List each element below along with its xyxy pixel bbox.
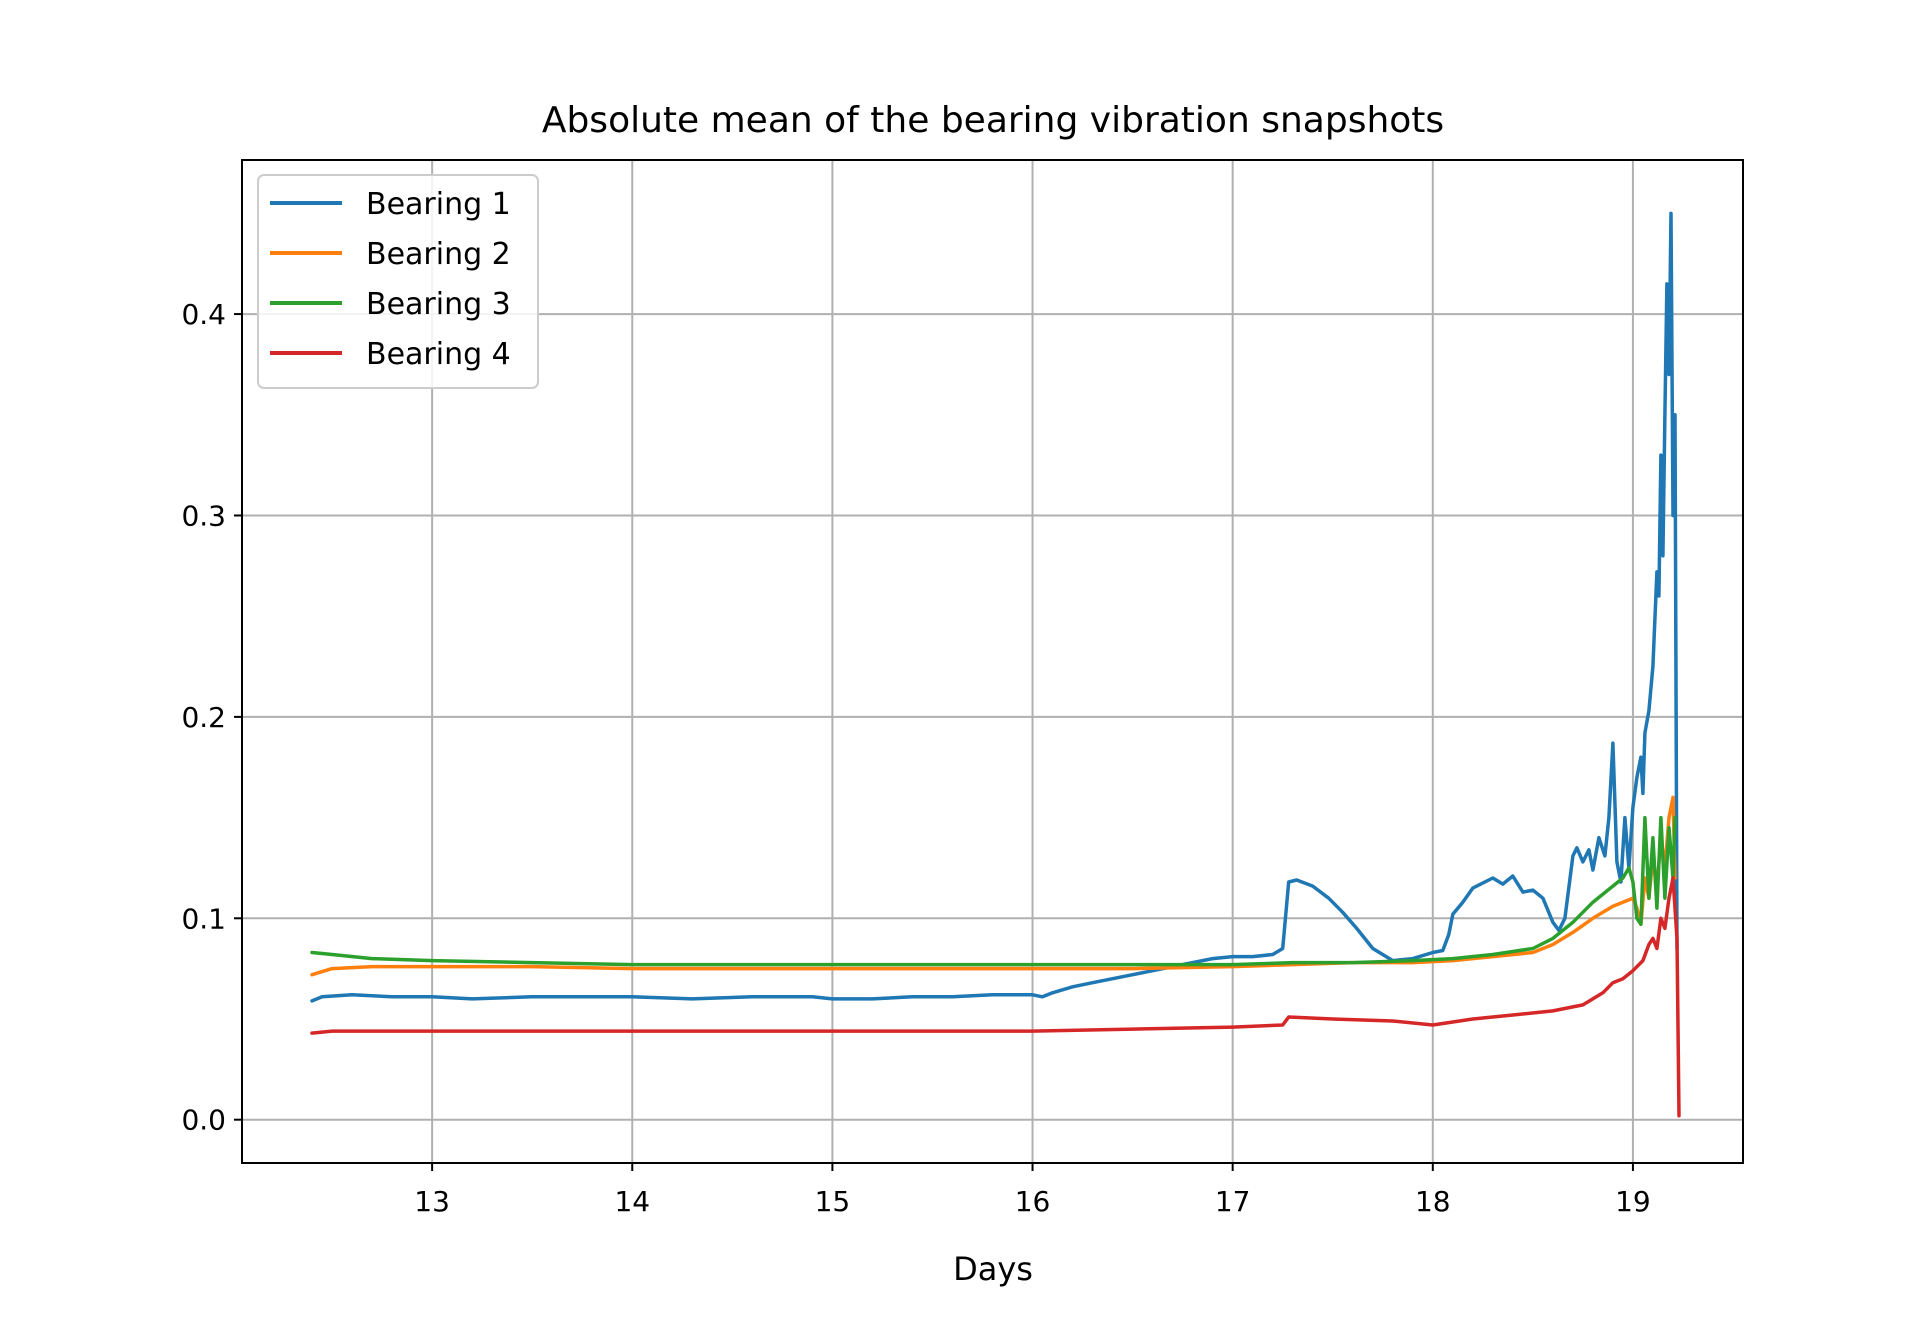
legend: Bearing 1 Bearing 2 Bearing 3 Bearing 4	[257, 174, 539, 389]
x-axis-label: Days	[953, 1250, 1033, 1288]
series-line-bearing-4	[310, 876, 1681, 1118]
grid	[242, 160, 1743, 1163]
x-tick-label: 17	[1215, 1185, 1251, 1218]
series-layer	[310, 211, 1681, 1118]
x-axis: 13 14 15 16 17 18 19	[414, 1163, 1651, 1218]
legend-box	[257, 174, 539, 389]
series-line-bearing-1	[310, 211, 1679, 1003]
x-tick-label: 14	[614, 1185, 650, 1218]
y-tick-label: 0.3	[181, 499, 226, 532]
y-tick-label: 0.2	[181, 701, 226, 734]
chart-title: Absolute mean of the bearing vibration s…	[542, 100, 1444, 141]
legend-label: Bearing 1	[366, 187, 511, 222]
legend-label: Bearing 2	[366, 237, 511, 272]
y-tick-label: 0.4	[181, 298, 226, 331]
plot-frame	[241, 159, 1744, 1164]
x-tick-label: 16	[1015, 1185, 1051, 1218]
series-line-bearing-3	[310, 815, 1677, 967]
x-tick-label: 19	[1615, 1185, 1651, 1218]
y-tick-label: 0.1	[181, 902, 226, 935]
x-tick-label: 13	[414, 1185, 450, 1218]
y-tick-label: 0.0	[181, 1104, 226, 1137]
legend-label: Bearing 4	[366, 337, 511, 372]
x-tick-label: 18	[1415, 1185, 1451, 1218]
x-tick-label: 15	[815, 1185, 851, 1218]
legend-label: Bearing 3	[366, 287, 511, 322]
y-axis: 0.0 0.1 0.2 0.3 0.4	[181, 298, 242, 1137]
